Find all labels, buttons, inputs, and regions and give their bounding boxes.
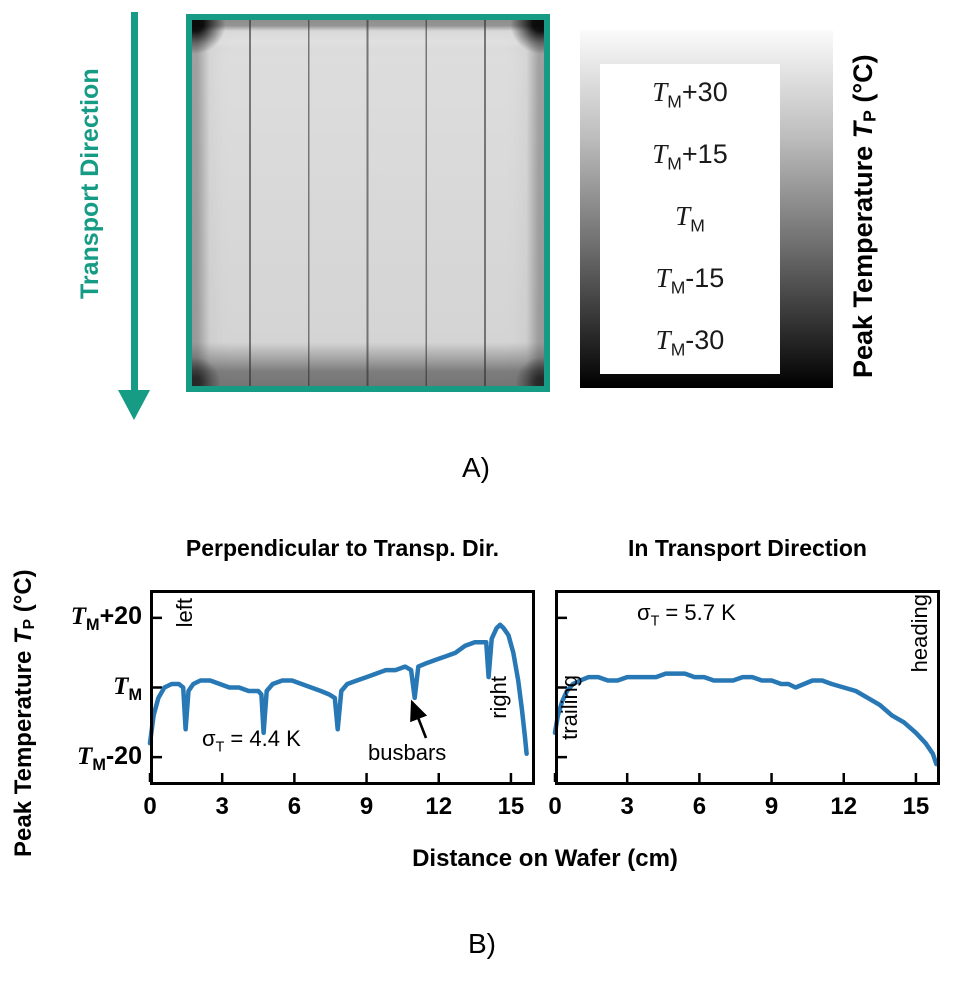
left-edge-annotation: left [172,598,197,628]
svg-text:9: 9 [360,793,373,820]
y-axis-label: Peak Temperature TP (°C) [10,548,39,878]
left-chart-plot: 0 3 6 9 12 15 [143,590,535,820]
svg-text:12: 12 [425,793,452,820]
axis-label-text: Peak Temperature TP (°C) [10,569,38,857]
svg-text:0: 0 [143,793,156,820]
colorbar-label-box: TM+30 TM+15 TM TM-15 TM-30 [600,64,780,374]
arrow-head [118,390,150,420]
svg-text:15: 15 [498,793,525,820]
sigma-t-left-annotation: σT = 4.4 K [202,726,301,756]
busbars-annotation: busbars [368,740,447,765]
heading-edge-annotation: heading [907,594,932,673]
transport-direction-arrow-icon [118,12,150,420]
left-chart: 0 3 6 9 12 15 left right σT = 4.4 K busbars [143,590,535,830]
temperature-colorbar: TM+30 TM+15 TM TM-15 TM-30 [580,30,833,388]
wafer-thermal-image [186,14,550,392]
y-tick-label-tm-minus-20: TM-20 [77,742,142,774]
panel-a-letter: A) [462,452,490,483]
sigma-t-right-annotation: σT = 5.7 K [637,600,736,630]
right-chart: 0 3 6 9 12 15 σT = 5.7 K trailing heading [548,590,940,830]
right-chart-title: In Transport Direction [628,535,867,561]
left-chart-title: Perpendicular to Transp. Dir. [185,535,500,561]
y-tick-label-tm: TM [113,673,142,704]
arrow-shaft [130,12,138,390]
trailing-edge-annotation: trailing [557,675,582,740]
svg-text:6: 6 [693,793,706,820]
colorbar-label-tm-minus-15: TM-15 [655,263,725,298]
svg-text:3: 3 [216,793,229,820]
svg-text:6: 6 [288,793,301,820]
busbars-arrow-icon [410,699,428,739]
x-axis-label: Distance on Wafer (cm) [412,845,678,872]
axis-label-text: Peak Temperature TP (°C) [848,54,880,378]
right-chart-plot: 0 3 6 9 12 15 [548,590,940,820]
colorbar-label-tm: TM [675,201,705,236]
colorbar-label-tm-minus-30: TM-30 [655,325,725,360]
colorbar-label-tm-plus-15: TM+15 [652,139,728,174]
svg-text:15: 15 [903,793,930,820]
svg-text:0: 0 [548,793,561,820]
svg-text:9: 9 [765,793,778,820]
right-edge-annotation: right [486,676,511,719]
transport-direction-label: Transport Direction [76,68,104,300]
y-tick-label-tm-plus-20: TM+20 [70,602,142,634]
svg-text:12: 12 [830,793,857,820]
colorbar-axis-label: Peak Temperature TP (°C) [848,6,880,426]
panel-b-letter: B) [468,928,496,959]
colorbar-label-tm-plus-30: TM+30 [652,77,728,112]
svg-text:3: 3 [621,793,634,820]
